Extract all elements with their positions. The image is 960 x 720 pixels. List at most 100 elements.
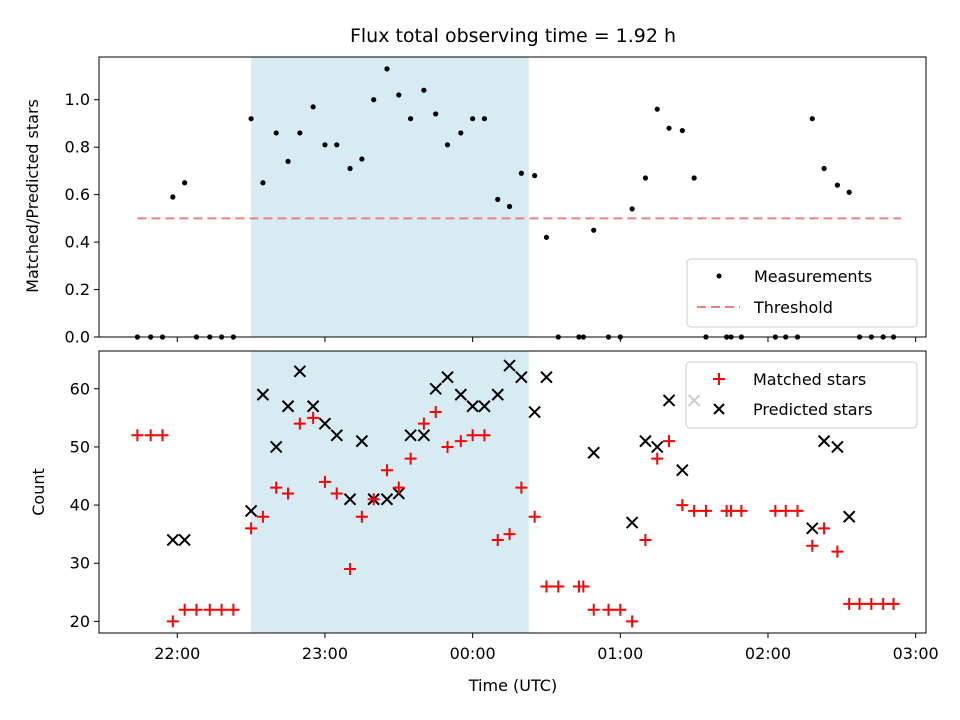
measurement-point [506,203,513,210]
measurement-point [322,142,328,148]
matched-star-point [818,522,831,535]
matched-star-point [769,504,782,517]
measurement-point [642,175,649,181]
matched-star-point [528,510,541,523]
legend-predicted-label: Predicted stars [753,400,873,419]
x-tick-label: 23:00 [302,644,348,663]
measurement-point [591,227,597,233]
predicted-star-point [441,370,454,384]
measurement-point [310,104,316,110]
predicted-star-point [343,493,357,506]
predicted-star-point [842,510,856,523]
matched-star-point [282,487,295,500]
top-y-tick-label: 0.8 [65,138,90,157]
matched-star-point [699,504,712,517]
matched-star-point [676,499,689,512]
chart-title: Flux total observing time = 1.92 h [350,25,676,47]
matched-star-point [293,417,306,430]
matched-star-point [853,597,866,610]
predicted-star-point [318,417,332,430]
predicted-star-point [417,429,431,442]
matched-star-point [725,504,738,517]
matched-star-point [166,615,179,628]
matched-star-point [190,603,203,616]
predicted-star-point [281,400,295,413]
top-x-ticks [176,337,917,342]
bottom-y-tick-label: 40 [70,496,90,515]
predicted-star-point [380,493,394,506]
matched-star-point [843,597,856,610]
predicted-star-point [491,388,504,401]
measurement-point [654,106,660,112]
predicted-star-point [306,400,320,413]
top-y-tick-label: 0.4 [65,233,90,252]
matched-star-point [256,510,269,523]
measurement-point [371,97,377,103]
predicted-star-point [817,434,831,448]
predicted-star-point [293,365,307,378]
ratio-panel: 0.0 0.2 0.4 0.6 0.8 1.0 Matched/Predicted sta… [23,56,927,347]
measurement-point [297,130,303,136]
predicted-star-point [466,400,479,413]
bottom-y-ticks: 20 30 40 50 60 [70,379,99,631]
x-tick-label: 03:00 [893,644,939,663]
measurement-point [495,196,501,202]
matched-star-point [663,435,676,448]
matched-star-point [429,406,442,419]
measurement-point [543,234,550,240]
predicted-star-point [429,382,442,396]
bottom-y-axis-label: Count [29,468,48,516]
bottom-y-tick-label: 50 [70,437,90,456]
x-axis-label: Time (UTC) [468,676,557,695]
measurement-point [679,127,685,134]
top-legend-box [686,258,918,328]
predicted-star-point [587,446,600,459]
matched-star-point [626,615,639,628]
predicted-star-point [515,370,528,384]
predicted-star-point [330,429,343,442]
matched-star-point [227,603,240,616]
matched-star-point [245,522,258,535]
matched-star-point [587,603,600,616]
predicted-star-point [166,533,180,547]
x-tick-label: 22:00 [154,644,200,663]
bottom-legend: Matched stars Predicted stars [685,361,918,429]
measurement-point [629,206,635,212]
observing-span-top [251,57,529,337]
matched-star-point [131,429,144,442]
matched-star-point [877,597,890,610]
matched-star-points [131,406,900,628]
predicted-star-point [478,400,491,413]
predicted-star-point [355,434,369,448]
bottom-y-tick-label: 60 [70,379,90,398]
predicted-star-point [831,440,844,454]
measurement-point [408,116,414,122]
measurement-point [666,125,672,131]
predicted-star-point [503,359,516,372]
predicted-star-point [178,533,191,547]
matched-star-point [344,563,357,576]
x-tick-label: 02:00 [745,644,791,663]
legend-threshold-label: Threshold [753,298,833,317]
matched-star-point [831,545,844,558]
predicted-star-point [639,434,652,448]
measurement-point [260,180,266,186]
bottom-legend-box [685,361,918,429]
matched-star-point [466,429,479,442]
matched-star-point [454,435,467,448]
measurement-point [691,175,697,181]
matched-star-point [330,487,343,500]
matched-star-point [552,580,565,593]
predicted-star-point [528,405,541,419]
legend-matched-label: Matched stars [753,370,866,389]
matched-star-point [503,528,516,541]
measurement-point [182,180,188,186]
matched-star-point [478,429,491,442]
measurement-point [359,156,365,162]
x-tick-label: 00:00 [450,644,496,663]
measurement-point [285,158,291,165]
predicted-star-point [625,516,639,529]
measurement-point [834,182,840,188]
matched-star-point [614,603,627,616]
